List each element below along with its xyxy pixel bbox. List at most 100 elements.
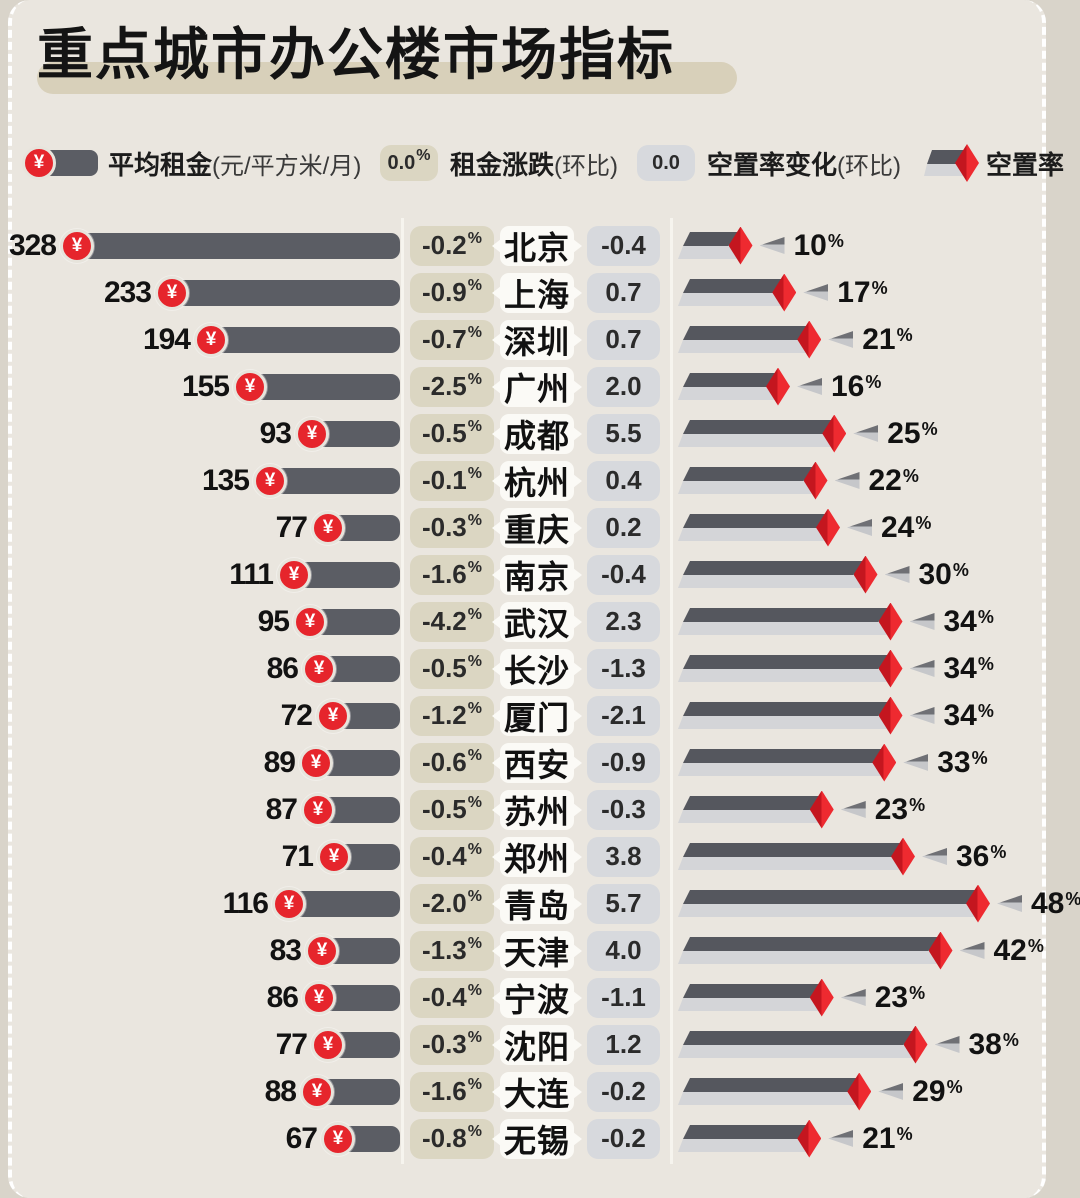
vacancy-value: 17%: [837, 275, 888, 309]
city-label: 宁波: [492, 977, 582, 1018]
vacancy-bar-zone: 48%: [678, 884, 1080, 923]
yuan-coin-icon: ¥: [277, 557, 311, 592]
rent-value: 93: [259, 416, 292, 450]
vacancy-bar-zone: 16%: [678, 367, 1042, 406]
vacancy-bar-zone: 24%: [678, 508, 1042, 547]
rent-bar: [206, 326, 400, 353]
rent-value: 111: [229, 557, 274, 591]
city-label: 沈阳: [492, 1024, 582, 1065]
yuan-coin-icon: ¥: [233, 369, 267, 404]
vacancy-bar-zone: 34%: [678, 649, 1042, 688]
city-row: 77 ¥ -0.3% 沈阳 1.2 38%: [12, 1021, 1042, 1068]
left-arrow-icon: [909, 707, 935, 724]
vacancy-bar: [678, 602, 903, 641]
yuan-coin-icon: ¥: [295, 416, 329, 451]
rent-change-badge: -0.2%: [410, 225, 494, 266]
percent-suffix: %: [467, 840, 483, 858]
legend-item-rent: ¥ 平均租金(元/平方米/月): [22, 138, 361, 188]
rent-bar-zone: 88 ¥: [12, 1074, 400, 1109]
yuan-coin-icon: ¥: [22, 146, 56, 180]
city-row: 86 ¥ -0.5% 长沙 -1.3 34%: [12, 645, 1042, 692]
rent-value: 155: [181, 369, 230, 403]
city-row: 116 ¥ -2.0% 青岛 5.7 48%: [12, 880, 1080, 927]
page-title-block: 重点城市办公楼市场指标: [37, 16, 737, 102]
city-label: 无锡: [492, 1118, 582, 1159]
percent-suffix: %: [467, 276, 483, 294]
left-arrow-icon: [884, 566, 910, 583]
legend: ¥ 平均租金(元/平方米/月) 0.0% 租金涨跌(环比) 0.0 空置率变化(…: [12, 138, 1064, 188]
city-row: 328 ¥ -0.2% 北京 -0.4 10%: [9, 222, 1042, 269]
vacancy-bar-zone: 21%: [678, 1119, 1042, 1158]
left-arrow-icon: [997, 895, 1022, 912]
rent-value: 83: [269, 933, 302, 967]
city-row: 72 ¥ -1.2% 厦门 -2.1 34%: [12, 692, 1042, 739]
vacancy-value: 25%: [887, 416, 938, 450]
yuan-coin-icon: ¥: [155, 275, 189, 310]
vacancy-bar-zone: 23%: [678, 978, 1042, 1017]
percent-suffix: %: [467, 605, 483, 623]
left-arrow-icon: [847, 519, 872, 536]
yuan-coin-icon: ¥: [302, 651, 336, 686]
rent-bar-zone: 233 ¥: [12, 275, 400, 310]
vacancy-bar: [678, 931, 953, 970]
rent-change-value: -0.9: [421, 277, 467, 307]
rent-bar-zone: 95 ¥: [12, 604, 400, 639]
percent-suffix: %: [467, 558, 483, 576]
vacancy-bar-zone: 25%: [678, 414, 1042, 453]
vacancy-value: 22%: [868, 463, 919, 497]
vacancy-bar-zone: 29%: [678, 1072, 1042, 1111]
vacancy-change-badge: 4.0: [587, 930, 660, 971]
percent-suffix: %: [467, 1122, 483, 1140]
red-diamond-icon: [955, 144, 979, 182]
rent-value: 89: [263, 745, 296, 779]
city-row: 77 ¥ -0.3% 重庆 0.2 24%: [12, 504, 1042, 551]
vacancy-bar: [678, 1025, 928, 1064]
vacancy-bar: [678, 743, 897, 782]
vacancy-bar: [678, 696, 903, 735]
vacancy-bar-zone: 42%: [678, 931, 1044, 970]
yuan-coin-icon: ¥: [301, 792, 335, 827]
vacancy-bar: [678, 461, 828, 500]
vacancy-value: 29%: [912, 1074, 963, 1108]
infographic-card: 重点城市办公楼市场指标 ¥ 平均租金(元/平方米/月) 0.0% 租金涨跌(环比…: [8, 0, 1080, 1198]
rent-change-badge: -0.7%: [410, 319, 494, 360]
rent-change-badge: -0.6%: [410, 742, 494, 783]
left-arrow-icon: [934, 1036, 960, 1053]
left-arrow-icon: [909, 660, 935, 677]
vacancy-bar-zone: 23%: [678, 790, 1042, 829]
rent-change-value: -0.5: [421, 794, 467, 824]
yuan-coin-icon: ¥: [321, 1121, 355, 1156]
rent-change-value: -2.5: [421, 371, 467, 401]
vacancy-value: 34%: [943, 651, 994, 685]
vacancy-value: 38%: [968, 1027, 1019, 1061]
vacancy-value: 33%: [937, 745, 988, 779]
percent-suffix: %: [467, 1075, 483, 1093]
vacancy-bar: [678, 837, 915, 876]
rent-change-badge: -0.9%: [410, 272, 494, 313]
rent-change-value: -4.2: [421, 606, 467, 636]
rent-change-badge-icon: 0.0%: [380, 145, 438, 181]
vacancy-value: 24%: [881, 510, 932, 544]
left-arrow-icon: [959, 942, 985, 959]
rent-change-value: -1.6: [421, 1076, 467, 1106]
vacancy-bar-diamond-icon: [924, 144, 979, 182]
percent-suffix: %: [467, 464, 483, 482]
rent-value: 233: [103, 275, 152, 309]
rent-change-badge: -0.8%: [410, 1118, 494, 1159]
vacancy-bar-zone: 38%: [678, 1025, 1042, 1064]
vacancy-bar-zone: 21%: [678, 320, 1042, 359]
vacancy-bar-zone: 30%: [678, 555, 1042, 594]
left-arrow-icon: [922, 848, 947, 865]
vacancy-bar-zone: 36%: [678, 837, 1042, 876]
vacancy-bar: [678, 649, 903, 688]
column-divider-left: [401, 218, 404, 1164]
rent-change-badge: -0.1%: [410, 460, 494, 501]
rent-change-badge: -0.3%: [410, 1024, 494, 1065]
city-label: 广州: [492, 366, 582, 407]
rent-value: 116: [222, 886, 269, 920]
vacancy-bar-zone: 10%: [678, 226, 1042, 265]
vacancy-value: 16%: [831, 369, 882, 403]
percent-suffix: %: [467, 229, 483, 247]
rent-bar-zone: 116 ¥: [12, 886, 400, 921]
legend-item-vacancy: 空置率: [924, 138, 1064, 188]
